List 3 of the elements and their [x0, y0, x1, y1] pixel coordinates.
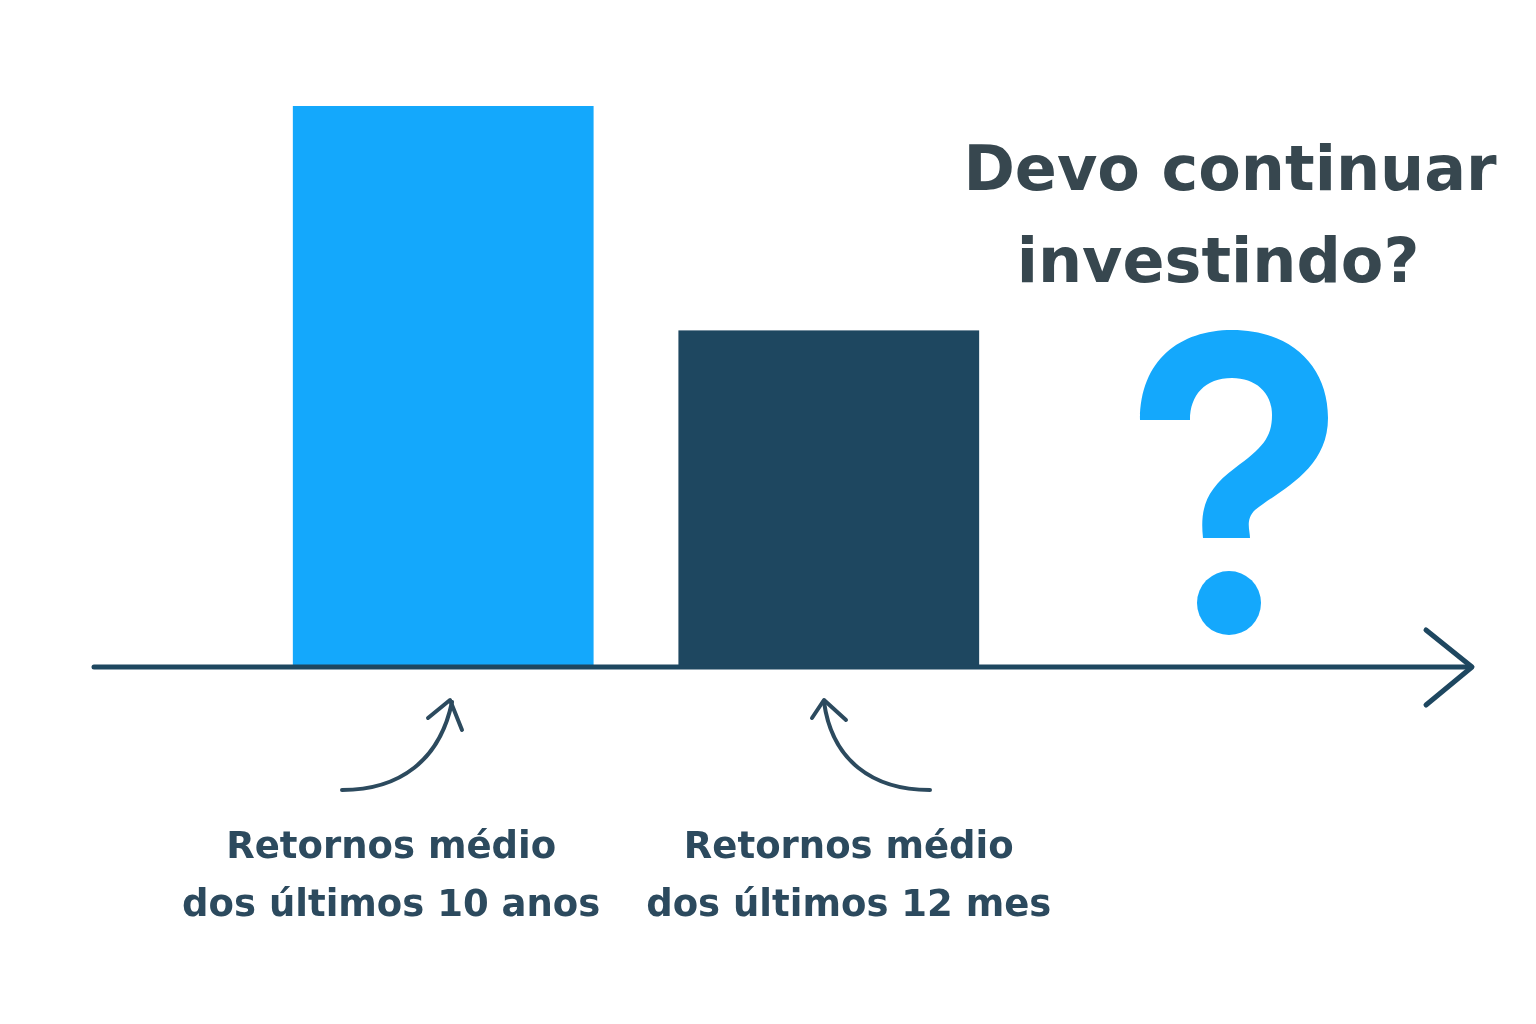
x-tick-label: Retornos médio dos últimos 12 mes	[646, 824, 1052, 925]
text: Devo continuar investindo?	[963, 132, 1498, 297]
x-tick-label: Retornos médio dos últimos 10 anos	[182, 824, 601, 925]
